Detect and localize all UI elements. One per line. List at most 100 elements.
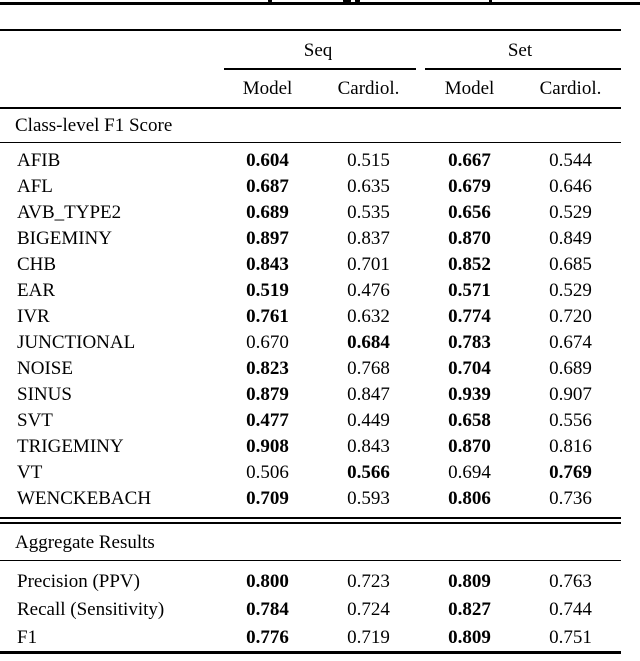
row-label: Recall (Sensitivity) [17, 598, 165, 620]
value-cell: 0.670 [246, 331, 289, 353]
column-header-set-cardiol: Cardiol. [520, 70, 621, 109]
value-cell: 0.529 [549, 201, 592, 223]
value-cell: 0.476 [347, 279, 390, 301]
value-cell: 0.694 [448, 461, 491, 483]
cropped-caption-fragment [343, 0, 351, 3]
value-cell: 0.571 [448, 279, 491, 301]
value-cell: 0.843 [347, 435, 390, 457]
row-label: F1 [17, 626, 38, 648]
table-row: AFL 0.687 0.635 0.679 0.646 [0, 173, 621, 199]
cropped-caption-fragment [355, 0, 360, 3]
value-cell: 0.806 [448, 487, 491, 509]
table-row: CHB 0.843 0.701 0.852 0.685 [0, 251, 621, 277]
value-cell: 0.723 [347, 570, 390, 592]
aggregate-section: Aggregate Results Precision (PPV) 0.800 0.7… [0, 524, 621, 651]
row-label: WENCKEBACH [17, 487, 152, 509]
table-row: SINUS 0.879 0.847 0.939 0.907 [0, 381, 621, 407]
table-row: WENCKEBACH 0.709 0.593 0.806 0.736 [0, 485, 621, 517]
value-cell: 0.849 [549, 227, 592, 249]
results-table: Seq Set Model Cardiol. Model Cardiol. Cl… [0, 29, 621, 654]
value-cell: 0.769 [549, 461, 592, 483]
value-cell: 0.724 [347, 598, 390, 620]
value-cell: 0.897 [246, 227, 289, 249]
value-cell: 0.519 [246, 279, 289, 301]
value-cell: 0.604 [246, 149, 289, 171]
value-cell: 0.784 [246, 598, 289, 620]
table-header: Seq Set Model Cardiol. Model Cardiol. [0, 31, 621, 109]
row-label: SINUS [17, 383, 72, 405]
value-cell: 0.701 [347, 253, 390, 275]
value-cell: 0.646 [549, 175, 592, 197]
section-title: Class-level F1 Score [0, 109, 621, 143]
value-cell: 0.477 [246, 409, 289, 431]
value-cell: 0.736 [549, 487, 592, 509]
divider-cell [0, 517, 621, 524]
value-cell: 0.544 [549, 149, 592, 171]
table-row: TRIGEMINY 0.908 0.843 0.870 0.816 [0, 433, 621, 459]
value-cell: 0.689 [549, 357, 592, 379]
value-cell: 0.689 [246, 201, 289, 223]
row-label: JUNCTIONAL [17, 331, 136, 353]
row-label: NOISE [17, 357, 73, 379]
row-label: IVR [17, 305, 50, 327]
row-label: AVB_TYPE2 [17, 201, 122, 223]
value-cell: 0.852 [448, 253, 491, 275]
value-cell: 0.635 [347, 175, 390, 197]
value-cell: 0.939 [448, 383, 491, 405]
value-cell: 0.783 [448, 331, 491, 353]
table-row: SVT 0.477 0.449 0.658 0.556 [0, 407, 621, 433]
value-cell: 0.870 [448, 435, 491, 457]
row-label: Precision (PPV) [17, 570, 140, 592]
value-cell: 0.800 [246, 570, 289, 592]
row-label: BIGEMINY [17, 227, 112, 249]
table-row: VT 0.506 0.566 0.694 0.769 [0, 459, 621, 485]
column-group-set: Set [419, 31, 621, 70]
value-cell: 0.847 [347, 383, 390, 405]
row-label: EAR [17, 279, 55, 301]
value-cell: 0.809 [448, 570, 491, 592]
value-cell: 0.809 [448, 626, 491, 648]
value-cell: 0.535 [347, 201, 390, 223]
value-cell: 0.709 [246, 487, 289, 509]
table-row: NOISE 0.823 0.768 0.704 0.689 [0, 355, 621, 381]
row-label: AFL [17, 175, 53, 197]
value-cell: 0.684 [347, 331, 390, 353]
section-title: Aggregate Results [0, 524, 621, 561]
value-cell: 0.556 [549, 409, 592, 431]
table-row: BIGEMINY 0.897 0.837 0.870 0.849 [0, 225, 621, 251]
section-header-row: Class-level F1 Score [0, 109, 621, 143]
divider-row [0, 517, 621, 524]
column-group-seq: Seq [217, 31, 419, 70]
value-cell: 0.816 [549, 435, 592, 457]
table-row: JUNCTIONAL 0.670 0.684 0.783 0.674 [0, 329, 621, 355]
value-cell: 0.593 [347, 487, 390, 509]
value-cell: 0.506 [246, 461, 289, 483]
value-cell: 0.515 [347, 149, 390, 171]
value-cell: 0.667 [448, 149, 491, 171]
column-header-row: Model Cardiol. Model Cardiol. [0, 70, 621, 109]
table-row: IVR 0.761 0.632 0.774 0.720 [0, 303, 621, 329]
table-row: Precision (PPV) 0.800 0.723 0.809 0.763 [0, 561, 621, 595]
section-header-row: Aggregate Results [0, 524, 621, 561]
value-cell: 0.870 [448, 227, 491, 249]
cropped-caption-fragment [268, 0, 272, 3]
table-row: AFIB 0.604 0.515 0.667 0.544 [0, 143, 621, 173]
value-cell: 0.763 [549, 570, 592, 592]
value-cell: 0.879 [246, 383, 289, 405]
row-label: AFIB [17, 149, 61, 171]
column-header-set-model: Model [419, 70, 520, 109]
column-header-seq-cardiol: Cardiol. [318, 70, 419, 109]
class-level-section: Class-level F1 Score AFIB 0.604 0.515 0.667 0… [0, 109, 621, 517]
table-top-rule [0, 2, 640, 5]
row-label: TRIGEMINY [17, 435, 124, 457]
value-cell: 0.719 [347, 626, 390, 648]
section-divider-double-rule [0, 517, 621, 524]
value-cell: 0.566 [347, 461, 390, 483]
column-header-seq-model: Model [217, 70, 318, 109]
table-row: F1 0.776 0.719 0.809 0.751 [0, 623, 621, 651]
table-row: EAR 0.519 0.476 0.571 0.529 [0, 277, 621, 303]
value-cell: 0.908 [246, 435, 289, 457]
value-cell: 0.761 [246, 305, 289, 327]
value-cell: 0.774 [448, 305, 491, 327]
value-cell: 0.679 [448, 175, 491, 197]
